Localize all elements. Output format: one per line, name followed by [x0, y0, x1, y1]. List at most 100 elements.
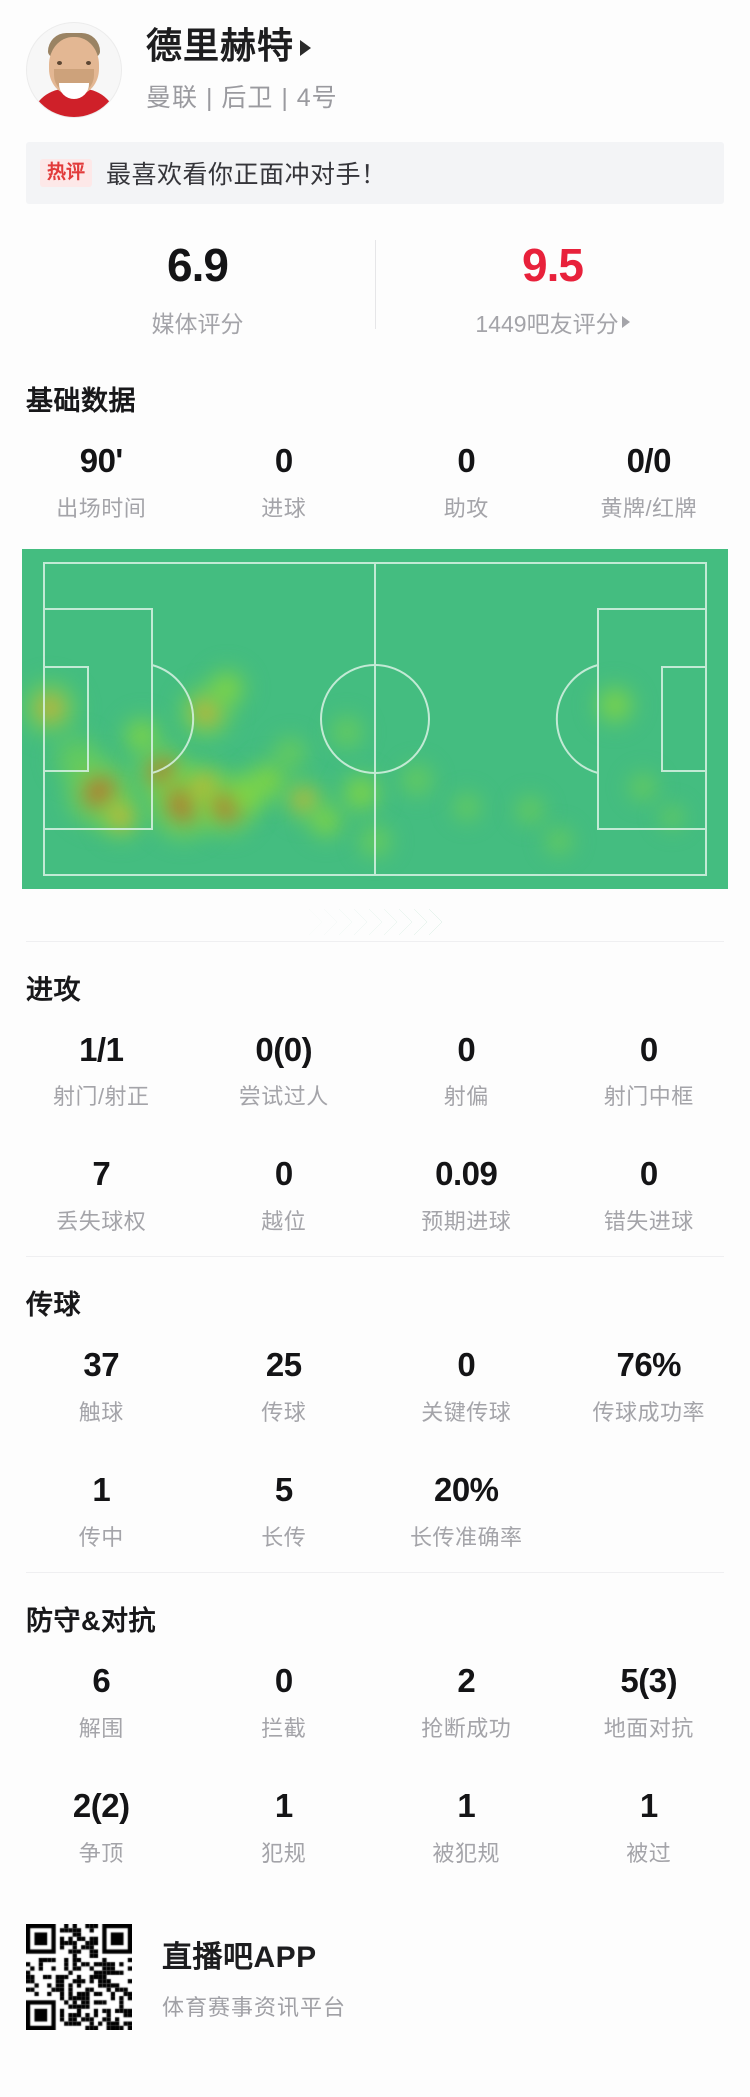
fan-rating-label[interactable]: 1449吧友评分: [375, 305, 730, 339]
stat-label: 出场时间: [56, 495, 147, 521]
stat-dribbled-past: 1 被过: [558, 1779, 741, 1882]
player-identity: 德里赫特 曼联 | 后卫 | 4号: [146, 26, 338, 114]
media-rating-label-text: 媒体评分: [151, 310, 244, 337]
stat-interceptions: 0 拦截: [193, 1654, 376, 1757]
stat-value: 0: [457, 1030, 476, 1068]
stat-row-defence-2: 2(2) 争顶 1 犯规 1 被犯规 1 被过: [0, 1763, 750, 1888]
stat-label: 触球: [78, 1400, 124, 1426]
stat-row-passing-1: 37 触球 25 传球 0 关键传球 76% 传球成功率: [0, 1322, 750, 1447]
stat-value: 0: [639, 1155, 658, 1193]
stat-label: 拦截: [261, 1716, 307, 1742]
collar-shape: [59, 83, 89, 99]
heatmap-section: [0, 543, 750, 941]
stat-xg: 0.09 预期进球: [375, 1147, 558, 1250]
footer-text: 直播吧APP 体育赛事资讯平台: [162, 1932, 346, 2022]
ratings-row: 6.9 媒体评分 9.5 1449吧友评分: [0, 230, 750, 353]
heat-blob: [268, 730, 313, 775]
stat-value: 20%: [433, 1471, 499, 1509]
heat-blob: [538, 820, 579, 861]
stat-value: 0: [457, 441, 476, 479]
stat-label: 越位: [261, 1209, 307, 1235]
stat-label: 射偏: [443, 1084, 489, 1110]
player-meta: 曼联 | 后卫 | 4号: [146, 83, 338, 112]
app-subtitle: 体育赛事资讯平台: [162, 1995, 347, 2021]
divider: [26, 1572, 724, 1574]
stat-value: 0.09: [435, 1155, 498, 1193]
hot-comment-text: 最喜欢看你正面冲对手！: [106, 161, 387, 189]
stat-label: 预期进球: [421, 1209, 512, 1235]
attack-direction-arrows: [22, 889, 728, 941]
stat-value: 1: [457, 1787, 476, 1825]
stat-assists: 0 助攻: [375, 434, 558, 537]
heat-blob: [92, 789, 149, 846]
stat-label: 射门/射正: [52, 1084, 150, 1110]
stat-label: 犯规: [261, 1841, 307, 1867]
stat-label: 传球成功率: [592, 1400, 705, 1426]
stat-cards: 0/0 黄牌/红牌: [558, 434, 741, 537]
stat-passes: 25 传球: [193, 1338, 376, 1441]
stat-key-passes: 0 关键传球: [375, 1338, 558, 1441]
chevron-right-icon: [308, 908, 322, 935]
stat-value: 0: [639, 1030, 658, 1068]
divider: [26, 940, 724, 942]
fan-rating[interactable]: 9.5 1449吧友评分: [375, 230, 730, 343]
heat-blob: [324, 710, 369, 755]
pitch-heatmap[interactable]: [22, 548, 728, 889]
stat-possession-lost: 7 丢失球权: [10, 1147, 193, 1250]
heat-blob: [446, 786, 487, 827]
stat-touches: 37 触球: [10, 1338, 193, 1441]
stat-crosses: 1 传中: [10, 1463, 193, 1566]
stat-label: 地面对抗: [603, 1716, 694, 1742]
stat-row-basic-1: 90' 出场时间 0 进球 0 助攻 0/0 黄牌/红牌: [0, 418, 750, 543]
stat-value: 0(0): [255, 1030, 313, 1068]
stat-minutes: 90' 出场时间: [10, 434, 193, 537]
heat-blob: [623, 766, 664, 807]
stat-value: 76%: [616, 1346, 682, 1384]
stat-long-balls: 5 长传: [193, 1463, 376, 1566]
stat-aerial-duels: 2(2) 争顶: [10, 1779, 193, 1882]
section-title-defence: 防守&对抗: [26, 1606, 156, 1637]
stat-fouls: 1 犯规: [193, 1779, 376, 1882]
stat-value: 25: [265, 1346, 302, 1384]
stat-value: 1: [274, 1787, 293, 1825]
player-name-row[interactable]: 德里赫特: [146, 26, 338, 66]
qr-code-icon[interactable]: [26, 1924, 132, 2031]
pitch-lines: [43, 561, 707, 876]
stat-value: 0: [274, 441, 293, 479]
stat-value: 1: [92, 1471, 111, 1509]
stat-label: 尝试过人: [238, 1084, 329, 1110]
stat-pass-accuracy: 76% 传球成功率: [558, 1338, 741, 1441]
stat-value: 2(2): [72, 1787, 130, 1825]
stat-value: 0/0: [626, 441, 672, 479]
stat-row-passing-2: 1 传中 5 长传 20% 长传准确率: [0, 1447, 750, 1572]
stat-offside: 0 越位: [193, 1147, 376, 1250]
stat-value: 37: [83, 1346, 120, 1384]
fan-rating-value: 9.5: [522, 239, 584, 291]
triangle-right-icon[interactable]: [300, 40, 312, 56]
stat-value: 6: [92, 1662, 111, 1700]
stat-placeholder: [558, 1463, 741, 1566]
avatar[interactable]: [26, 22, 122, 118]
stat-value: 5(3): [620, 1662, 678, 1700]
media-rating: 6.9 媒体评分: [20, 230, 375, 343]
stat-row-attack-2: 7 丢失球权 0 越位 0.09 预期进球 0 错失进球: [0, 1131, 750, 1256]
stat-value: 0: [457, 1346, 476, 1384]
player-header[interactable]: 德里赫特 曼联 | 后卫 | 4号: [0, 0, 750, 128]
chevron-right-icon[interactable]: [621, 315, 630, 328]
hot-comment-bar[interactable]: 热评 最喜欢看你正面冲对手！: [26, 142, 724, 204]
stat-label: 关键传球: [421, 1400, 512, 1426]
section-title-passing: 传球: [26, 1290, 81, 1321]
stat-label: 长传: [261, 1525, 307, 1551]
chevron-right-icon: [353, 908, 367, 935]
stat-label: 被过: [626, 1841, 672, 1867]
stat-clearances: 6 解围: [10, 1654, 193, 1757]
stat-label: 争顶: [78, 1841, 124, 1867]
stat-tackles-won: 2 抢断成功: [375, 1654, 558, 1757]
stat-value: 90': [79, 441, 124, 479]
divider: [26, 1256, 724, 1258]
chevron-right-icon: [368, 908, 382, 935]
stat-value: 7: [92, 1155, 111, 1193]
stat-value: 1/1: [79, 1030, 124, 1068]
stat-row-defence-1: 6 解围 0 拦截 2 抢断成功 5(3) 地面对抗: [0, 1638, 750, 1763]
